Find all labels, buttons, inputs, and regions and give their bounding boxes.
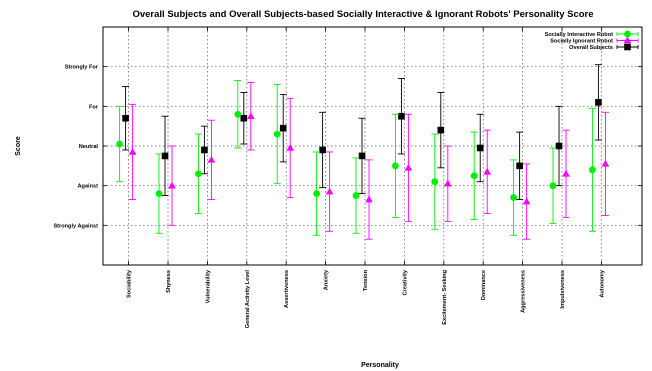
x-tick-label: Assertiveness <box>284 270 290 308</box>
series-layer <box>116 64 610 240</box>
x-tick-label: Autonomy <box>599 269 605 298</box>
data-point <box>589 166 596 174</box>
y-tick-label: Against <box>77 184 98 190</box>
y-tick-layer: Strongly Against Against Neutral For Strongl… <box>53 65 642 229</box>
x-tick-label: Shyness <box>166 270 172 293</box>
data-point <box>476 144 484 152</box>
data-point <box>240 114 248 122</box>
data-point <box>195 170 202 178</box>
data-point <box>168 181 176 189</box>
data-point <box>122 114 129 122</box>
x-tick-label: Tension <box>363 269 369 291</box>
data-point <box>437 126 445 134</box>
legend-label: Socially Ignorant Robot <box>550 39 613 45</box>
data-point <box>392 162 399 170</box>
y-tick-label: For <box>89 104 99 110</box>
data-point <box>279 124 287 132</box>
y-tick-label: Neutral <box>79 144 99 150</box>
data-point <box>352 192 360 199</box>
series-triangle <box>128 82 610 240</box>
data-point <box>444 179 452 187</box>
data-point <box>319 146 326 154</box>
data-point <box>128 147 137 155</box>
data-point <box>431 178 439 186</box>
legend-marker <box>624 43 631 51</box>
data-point <box>555 142 563 150</box>
x-tick-label: General Activity Level <box>245 270 251 329</box>
y-tick-label: Strongly For <box>65 65 99 71</box>
data-point <box>522 197 531 205</box>
series-square <box>122 64 602 201</box>
data-point <box>313 190 321 198</box>
x-axis-label: Personality <box>361 362 399 369</box>
data-point <box>234 110 242 118</box>
x-tick-label: Creativity <box>402 269 408 295</box>
data-point <box>365 195 373 203</box>
data-point <box>358 152 366 160</box>
data-point <box>470 172 478 180</box>
data-point <box>510 194 518 201</box>
data-point <box>155 190 163 198</box>
data-point <box>562 169 570 177</box>
legend-label: Socially Interactive Robot <box>545 32 614 38</box>
chart-title: Overall Subjects and Overall Subjects-ba… <box>132 9 593 20</box>
data-point <box>404 163 413 171</box>
data-point <box>207 155 216 163</box>
data-point <box>398 112 405 120</box>
series-circle <box>116 80 596 236</box>
y-axis-label: Score <box>15 136 22 156</box>
data-point <box>247 112 255 120</box>
legend-marker <box>624 30 631 38</box>
x-tick-label: Aggressiveness <box>521 270 527 313</box>
y-tick-label: Strongly Against <box>53 223 98 229</box>
legend-label: Overall Subjects <box>569 45 613 51</box>
data-point <box>595 99 602 106</box>
data-point <box>161 152 169 160</box>
x-tick-label: Anxiety <box>324 269 330 290</box>
x-tick-label: Vulnerability <box>205 269 211 303</box>
x-tick-label: Dominance <box>481 270 487 300</box>
x-tick-layer: Sociability Shyness Vulnerability General A… <box>127 27 605 329</box>
data-point <box>201 146 208 154</box>
data-point <box>601 159 610 167</box>
data-point <box>286 143 295 151</box>
data-point <box>549 182 557 190</box>
data-point <box>325 187 334 195</box>
x-tick-label: Excitement- Seeking <box>442 269 448 324</box>
legend-marker <box>623 36 632 44</box>
data-point <box>483 167 492 175</box>
x-tick-label: Impulsiveness <box>560 270 566 309</box>
x-tick-label: Sociability <box>127 269 133 298</box>
data-point <box>116 140 124 148</box>
data-point <box>273 130 281 138</box>
data-point <box>516 162 523 170</box>
